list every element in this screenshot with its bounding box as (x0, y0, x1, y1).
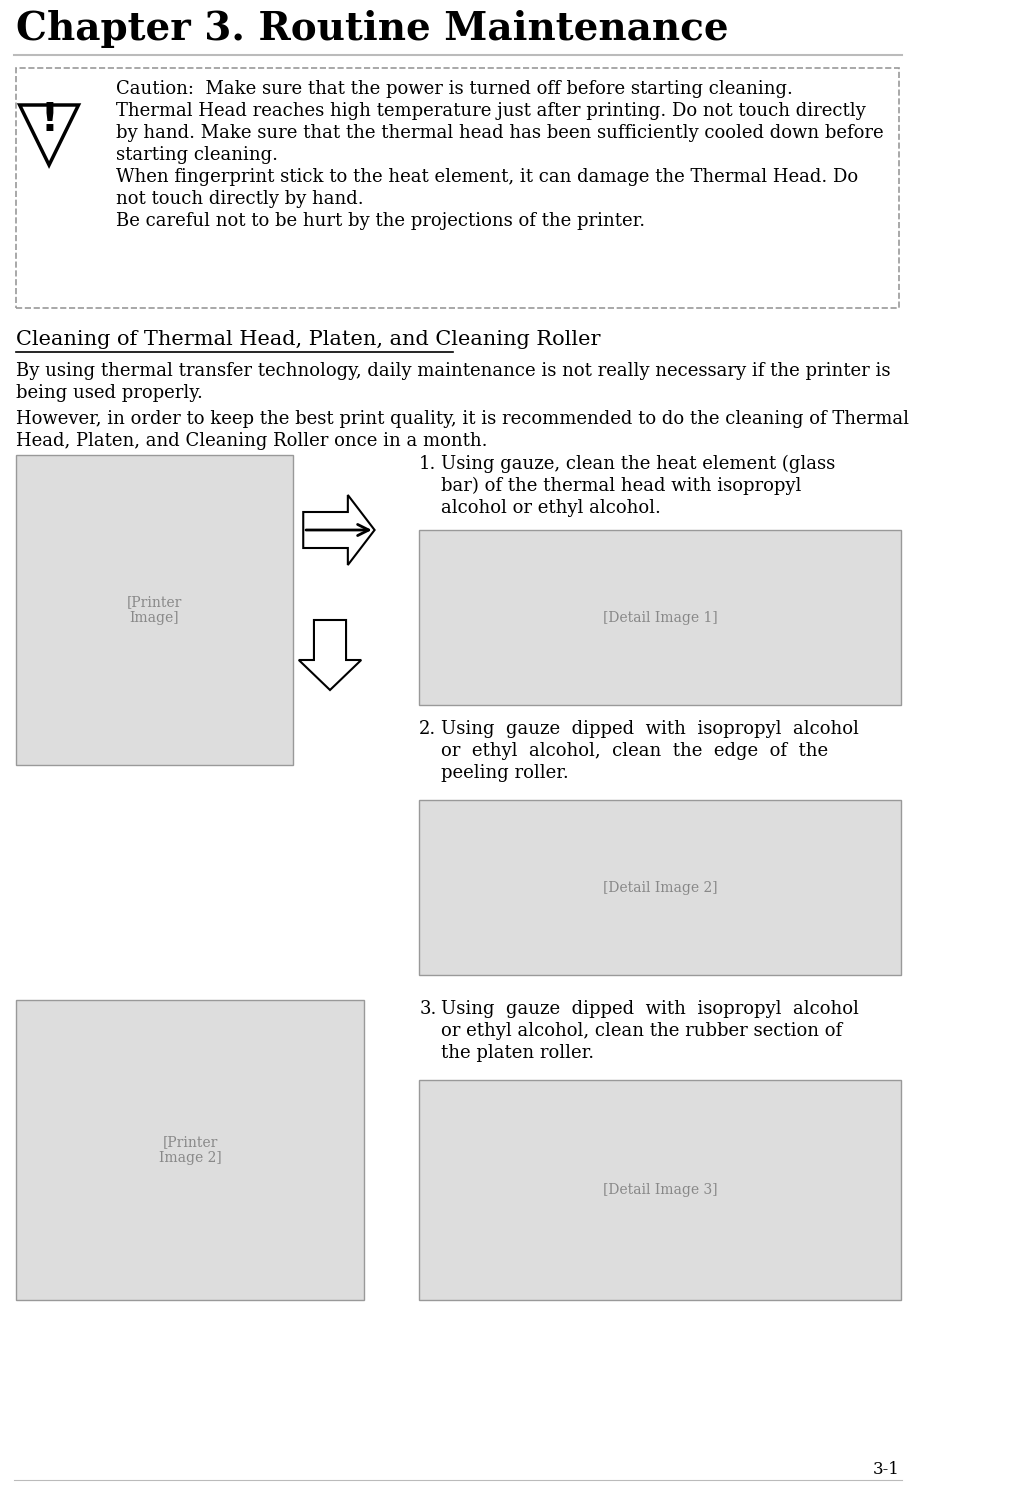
FancyBboxPatch shape (419, 531, 901, 705)
Text: When fingerprint stick to the heat element, it can damage the Thermal Head. Do: When fingerprint stick to the heat eleme… (116, 168, 859, 186)
Text: [Printer
Image]: [Printer Image] (126, 595, 182, 625)
Polygon shape (299, 621, 362, 690)
Text: 3-1: 3-1 (873, 1462, 900, 1478)
Text: However, in order to keep the best print quality, it is recommended to do the cl: However, in order to keep the best print… (16, 411, 909, 429)
Text: Be careful not to be hurt by the projections of the printer.: Be careful not to be hurt by the project… (116, 211, 645, 229)
Text: [Detail Image 2]: [Detail Image 2] (603, 880, 717, 895)
Text: 3.: 3. (419, 1000, 436, 1018)
Text: Using  gauze  dipped  with  isopropyl  alcohol: Using gauze dipped with isopropyl alcoho… (442, 720, 860, 738)
Text: peeling roller.: peeling roller. (442, 764, 569, 782)
Text: bar) of the thermal head with isopropyl: bar) of the thermal head with isopropyl (442, 477, 802, 495)
Text: alcohol or ethyl alcohol.: alcohol or ethyl alcohol. (442, 499, 661, 517)
Text: By using thermal transfer technology, daily maintenance is not really necessary : By using thermal transfer technology, da… (16, 361, 890, 381)
Text: by hand. Make sure that the thermal head has been sufficiently cooled down befor: by hand. Make sure that the thermal head… (116, 124, 883, 142)
Text: Cleaning of Thermal Head, Platen, and Cleaning Roller: Cleaning of Thermal Head, Platen, and Cl… (16, 330, 601, 349)
Text: Caution:  Make sure that the power is turned off before starting cleaning.: Caution: Make sure that the power is tur… (116, 79, 793, 97)
Text: [Printer
Image 2]: [Printer Image 2] (158, 1135, 222, 1165)
Text: [Detail Image 1]: [Detail Image 1] (603, 610, 718, 625)
Text: being used properly.: being used properly. (16, 384, 203, 402)
Text: !: ! (40, 100, 58, 139)
Text: Using gauze, clean the heat element (glass: Using gauze, clean the heat element (gla… (442, 456, 836, 474)
Text: Thermal Head reaches high temperature just after printing. Do not touch directly: Thermal Head reaches high temperature ju… (116, 102, 866, 120)
FancyBboxPatch shape (16, 456, 293, 764)
Text: Chapter 3. Routine Maintenance: Chapter 3. Routine Maintenance (16, 10, 729, 48)
Text: or ethyl alcohol, clean the rubber section of: or ethyl alcohol, clean the rubber secti… (442, 1022, 842, 1040)
Text: starting cleaning.: starting cleaning. (116, 145, 278, 163)
Text: Head, Platen, and Cleaning Roller once in a month.: Head, Platen, and Cleaning Roller once i… (16, 432, 488, 450)
Text: 2.: 2. (419, 720, 436, 738)
Text: not touch directly by hand.: not touch directly by hand. (116, 190, 364, 208)
Text: [Detail Image 3]: [Detail Image 3] (603, 1183, 717, 1198)
Text: or  ethyl  alcohol,  clean  the  edge  of  the: or ethyl alcohol, clean the edge of the (442, 742, 829, 760)
FancyBboxPatch shape (419, 800, 901, 974)
FancyBboxPatch shape (16, 1000, 364, 1300)
Polygon shape (303, 495, 375, 565)
Text: Using  gauze  dipped  with  isopropyl  alcohol: Using gauze dipped with isopropyl alcoho… (442, 1000, 860, 1018)
Text: the platen roller.: the platen roller. (442, 1043, 595, 1061)
FancyBboxPatch shape (16, 67, 899, 307)
Text: 1.: 1. (419, 456, 436, 474)
FancyBboxPatch shape (419, 1079, 901, 1300)
